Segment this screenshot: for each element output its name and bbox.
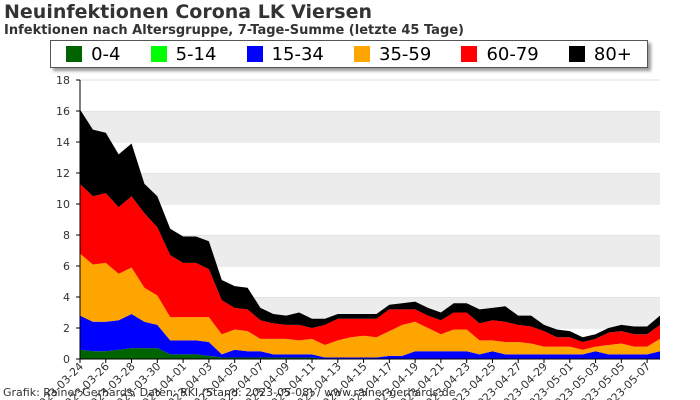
area-80+ bbox=[80, 109, 660, 342]
legend-swatch bbox=[568, 46, 585, 62]
legend-item: 15-34 bbox=[246, 43, 324, 65]
legend-swatch bbox=[461, 46, 478, 62]
area-0-4 bbox=[80, 348, 660, 359]
legend-label: 0-4 bbox=[91, 43, 121, 65]
legend-item: 60-79 bbox=[461, 43, 539, 65]
y-tick-label: 16 bbox=[56, 105, 70, 118]
legend-swatch bbox=[66, 46, 83, 62]
legend-swatch bbox=[246, 46, 263, 62]
area-60-79 bbox=[80, 183, 660, 350]
chart-subtitle: Infektionen nach Altersgruppe, 7-Tage-Su… bbox=[4, 23, 465, 38]
y-tick-label: 10 bbox=[56, 198, 70, 211]
area-series bbox=[80, 109, 660, 359]
legend-swatch bbox=[150, 46, 167, 62]
grid-band bbox=[80, 204, 660, 235]
legend-label: 5-14 bbox=[175, 43, 217, 65]
chart-title: Neuinfektionen Corona LK Viersen bbox=[4, 1, 373, 23]
chart-legend: 0-4 5-14 15-34 35-59 60-79 80+ bbox=[50, 40, 648, 68]
legend-item: 0-4 bbox=[66, 44, 120, 65]
area-35-59 bbox=[80, 253, 660, 358]
y-tick-label: 18 bbox=[56, 74, 70, 87]
legend-label: 35-59 bbox=[379, 43, 432, 65]
y-tick-label: 12 bbox=[56, 167, 70, 180]
grid-band bbox=[80, 142, 660, 173]
grid-band bbox=[80, 173, 660, 204]
legend-label: 60-79 bbox=[486, 43, 539, 65]
y-tick-label: 14 bbox=[56, 136, 70, 149]
grid-band bbox=[80, 80, 660, 111]
y-tick-label: 6 bbox=[63, 260, 70, 273]
y-tick-label: 4 bbox=[63, 291, 70, 304]
legend-item: 5-14 bbox=[150, 43, 217, 65]
area-15-34 bbox=[80, 314, 660, 359]
legend-swatch bbox=[354, 46, 371, 62]
chart-source-footer: Grafik: Rainer Gerhards, Daten: RKI (Sta… bbox=[3, 386, 456, 399]
y-axis-ticks: 0 2 4 6 8 10 12 14 16 18 bbox=[56, 74, 80, 366]
legend-item: 35-59 bbox=[354, 44, 431, 65]
grid-band bbox=[80, 111, 660, 142]
y-tick-label: 0 bbox=[63, 353, 70, 366]
y-tick-label: 2 bbox=[63, 322, 70, 335]
legend-item: 80+ bbox=[568, 43, 632, 65]
y-tick-label: 8 bbox=[63, 229, 70, 242]
legend-label: 15-34 bbox=[271, 43, 324, 65]
legend-label: 80+ bbox=[593, 43, 632, 65]
chart-axes bbox=[79, 80, 660, 360]
